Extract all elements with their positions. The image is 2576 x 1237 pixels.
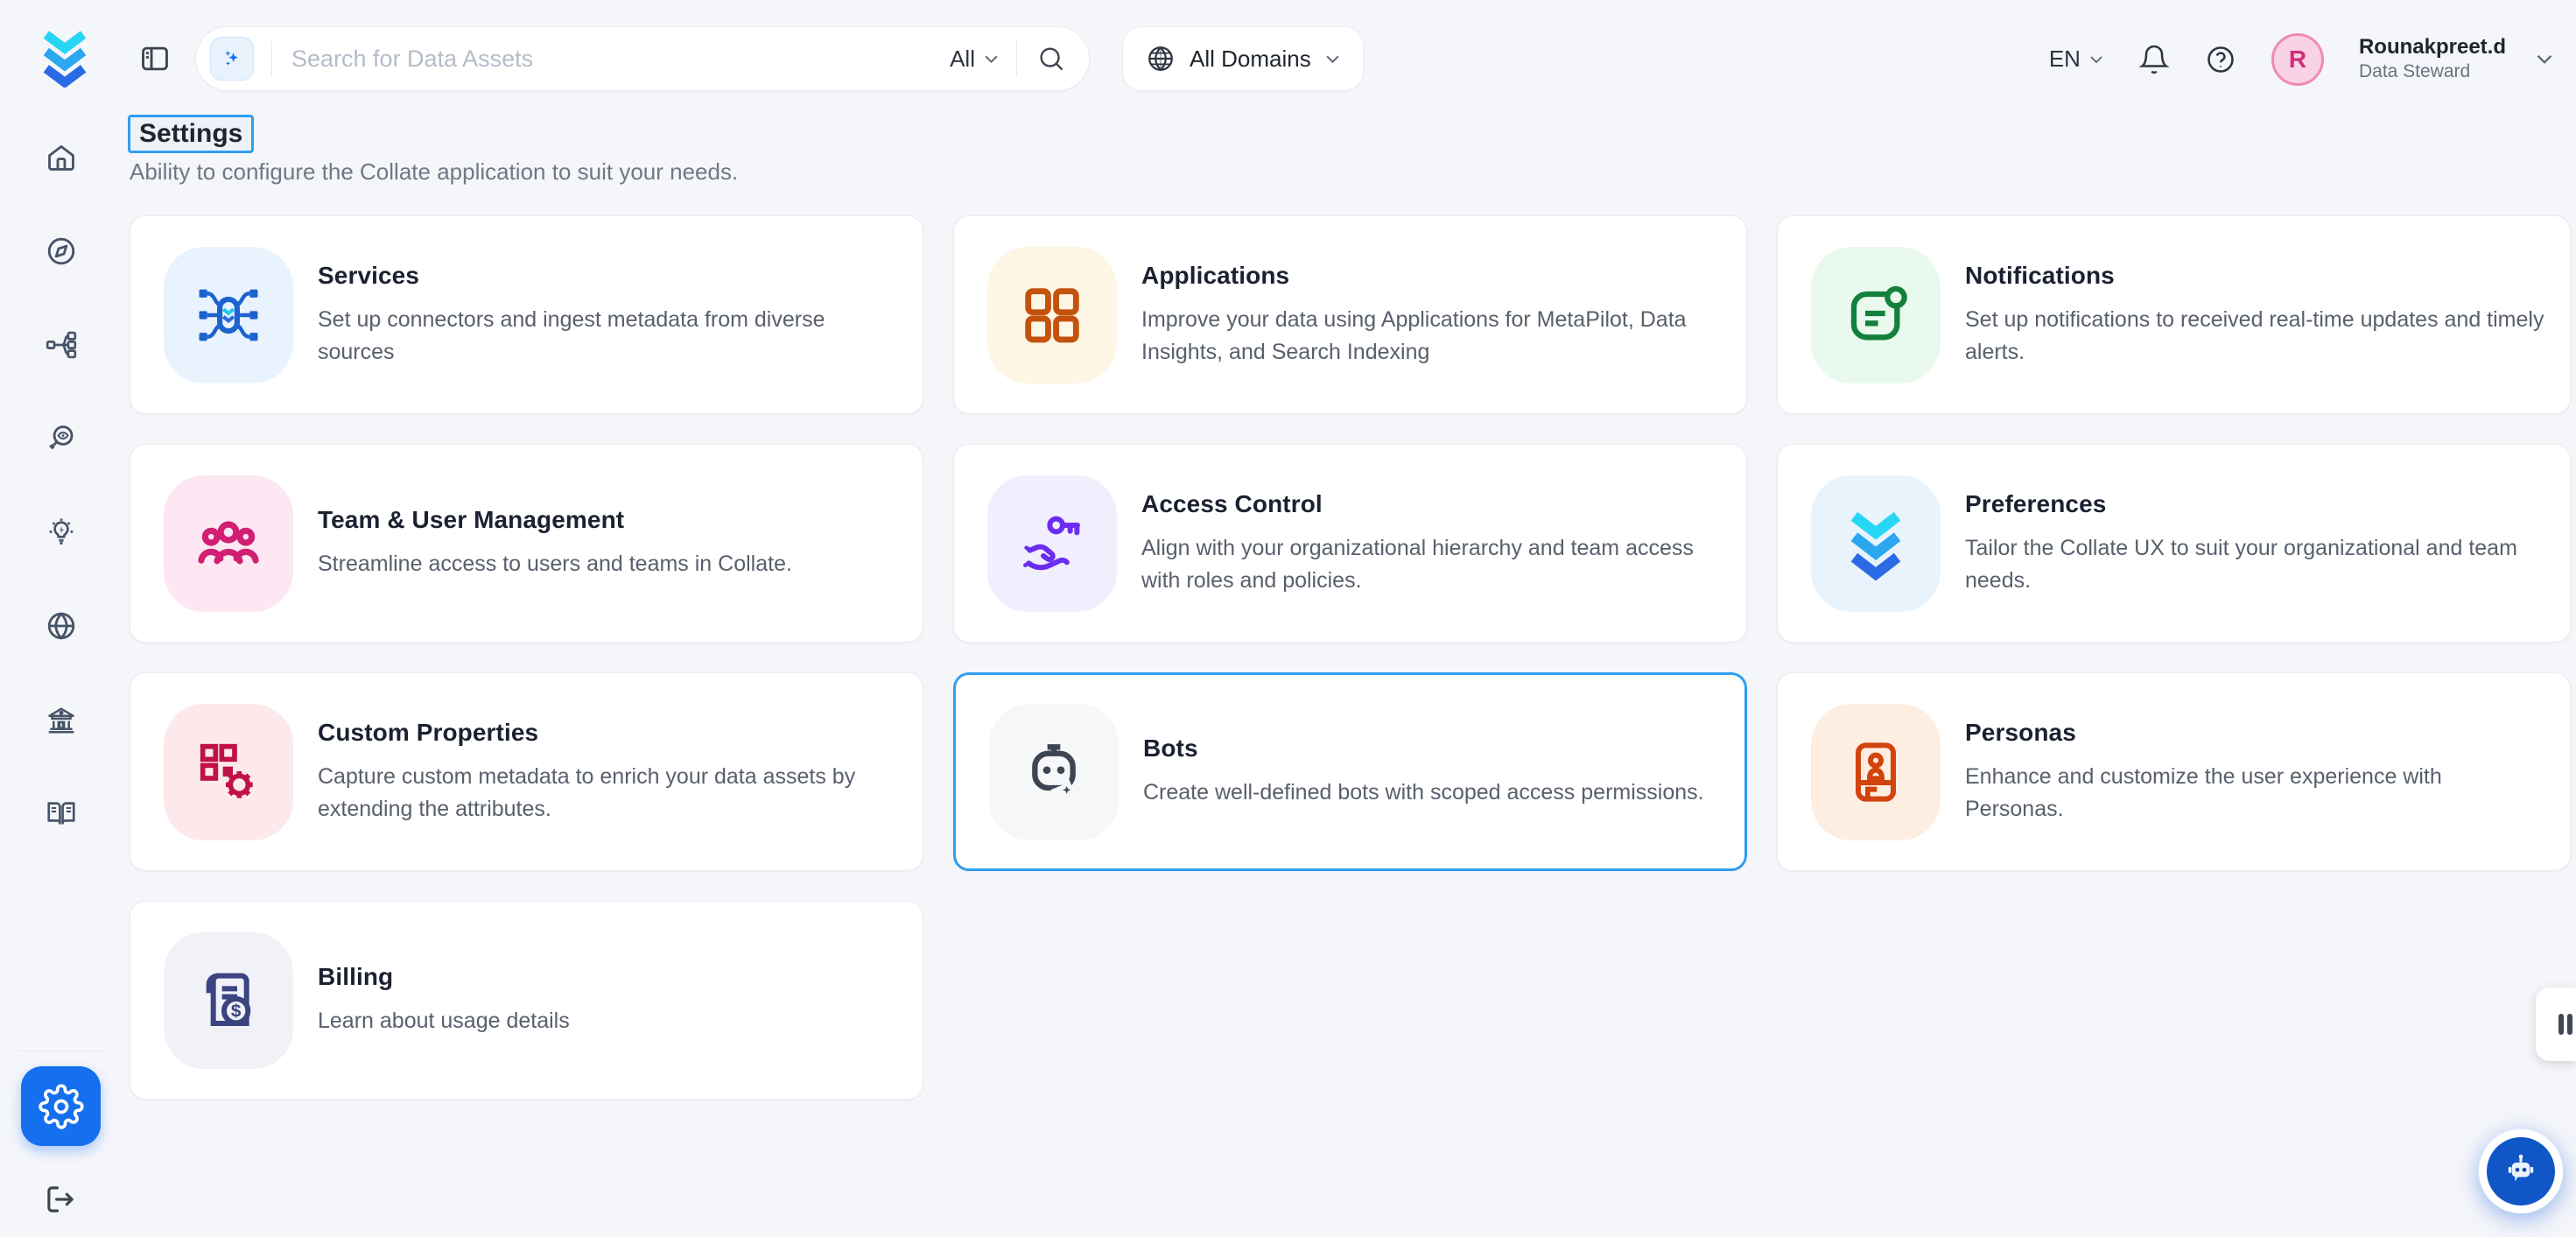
settings-card-services[interactable]: Services Set up connectors and ingest me… <box>130 215 923 414</box>
card-title: Bots <box>1143 734 1198 763</box>
chevron-down-icon <box>1326 55 1339 63</box>
card-title: Access Control <box>1141 490 1323 518</box>
user-menu-chevron-icon[interactable] <box>2536 53 2553 65</box>
settings-card-applications[interactable]: Applications Improve your data using App… <box>953 215 1747 414</box>
card-description: Capture custom metadata to enrich your d… <box>318 764 856 821</box>
language-dropdown[interactable]: EN <box>2049 46 2103 73</box>
globe-icon <box>1148 46 1173 72</box>
team-users-icon <box>164 474 293 612</box>
sidebar-item-govern[interactable] <box>45 703 78 736</box>
left-sidebar <box>0 118 123 1237</box>
logout-icon <box>47 1186 74 1212</box>
card-description: Learn about usage details <box>318 1009 570 1034</box>
logout-button[interactable] <box>42 1181 79 1218</box>
sidebar-item-observability[interactable] <box>45 422 78 455</box>
domains-globe-icon <box>47 612 75 640</box>
sidebar-item-platform[interactable] <box>45 328 78 362</box>
explore-compass-icon <box>47 237 75 265</box>
card-description: Set up notifications to received real-ti… <box>1965 307 2544 364</box>
settings-card-access-control[interactable]: Access Control Align with your organizat… <box>953 444 1747 643</box>
search-input[interactable] <box>290 44 951 74</box>
sidebar-item-settings[interactable] <box>21 1066 101 1146</box>
app-header: All All Domains EN <box>0 0 2576 118</box>
page-title: Settings <box>139 119 243 148</box>
persona-id-card-icon <box>1811 703 1941 840</box>
page-title-focus-box: Settings <box>128 115 255 153</box>
platform-flow-icon <box>46 331 77 359</box>
card-description: Create well-defined bots with scoped acc… <box>1143 780 1704 805</box>
services-hub-icon <box>164 246 293 383</box>
card-description: Enhance and customize the user experienc… <box>1965 764 2442 821</box>
chevron-down-icon <box>2090 55 2102 63</box>
settings-card-preferences[interactable]: Preferences Tailor the Collate UX to sui… <box>1777 444 2571 643</box>
user-name: Rounakpreet.d <box>2358 35 2506 60</box>
home-icon <box>48 144 74 171</box>
help-icon[interactable] <box>2205 44 2236 75</box>
robot-icon <box>989 703 1119 840</box>
language-label: EN <box>2048 46 2081 72</box>
chat-bot-icon <box>2487 1137 2555 1205</box>
card-description: Tailor the Collate UX to suit your organ… <box>1965 536 2517 593</box>
settings-card-bots[interactable]: Bots Create well-defined bots with scope… <box>953 672 1747 871</box>
user-menu[interactable]: Rounakpreet.d Data Steward <box>2359 34 2506 83</box>
search-scope-label: All <box>950 45 975 72</box>
sidebar-item-glossary[interactable] <box>45 797 78 830</box>
global-search-bar[interactable]: All <box>195 26 1090 91</box>
sidebar-toggle-icon[interactable] <box>138 42 172 75</box>
user-avatar[interactable]: R <box>2271 32 2324 86</box>
access-key-hand-icon <box>987 474 1117 612</box>
govern-bank-icon <box>48 707 74 734</box>
edge-widget-handle[interactable] <box>2536 987 2576 1061</box>
card-title: Custom Properties <box>318 719 539 747</box>
divider <box>1016 41 1017 76</box>
settings-card-custom-properties[interactable]: Custom Properties Capture custom metadat… <box>130 672 923 871</box>
sidebar-item-explore[interactable] <box>45 235 78 268</box>
settings-card-team-user-management[interactable]: Team & User Management Streamline access… <box>130 444 923 643</box>
notifications-note-icon <box>1811 246 1941 383</box>
card-title: Notifications <box>1965 262 2115 290</box>
sidebar-item-domains[interactable] <box>45 609 78 643</box>
observability-icon <box>49 425 74 450</box>
gear-icon <box>38 1083 84 1129</box>
card-title: Applications <box>1141 262 1290 290</box>
collate-logo-icon <box>1811 474 1941 612</box>
settings-card-notifications[interactable]: Notifications Set up notifications to re… <box>1777 215 2571 414</box>
domains-label: All Domains <box>1190 45 1311 72</box>
chevron-down-icon <box>985 55 998 63</box>
insights-bulb-icon <box>49 518 74 545</box>
svg-text:$: $ <box>231 1001 242 1021</box>
custom-properties-gear-icon <box>164 703 293 840</box>
domains-dropdown[interactable]: All Domains <box>1122 26 1364 91</box>
card-title: Services <box>318 262 420 290</box>
collate-logo-icon[interactable] <box>39 28 91 88</box>
settings-card-personas[interactable]: Personas Enhance and customize the user … <box>1777 672 2571 871</box>
sidebar-item-insights[interactable] <box>45 516 78 549</box>
divider <box>271 41 272 76</box>
card-description: Set up connectors and ingest metadata fr… <box>318 307 825 364</box>
card-description: Improve your data using Applications for… <box>1141 307 1687 364</box>
card-description: Streamline access to users and teams in … <box>318 552 792 577</box>
settings-cards-grid: Services Set up connectors and ingest me… <box>130 215 2571 1100</box>
search-icon[interactable] <box>1036 44 1066 74</box>
notifications-bell-icon[interactable] <box>2138 44 2170 75</box>
settings-card-billing[interactable]: $ Billing Learn about usage details <box>130 901 923 1100</box>
glossary-book-icon <box>47 802 75 825</box>
edge-widget-icon <box>2558 1014 2572 1035</box>
search-scope-dropdown[interactable]: All <box>950 46 999 73</box>
card-title: Preferences <box>1965 490 2107 518</box>
sidebar-item-home[interactable] <box>45 141 78 174</box>
card-description: Align with your organizational hierarchy… <box>1141 536 1694 593</box>
avatar-initial: R <box>2288 45 2307 73</box>
applications-grid-icon <box>987 246 1117 383</box>
card-title: Team & User Management <box>318 506 625 534</box>
page-subtitle: Ability to configure the Collate applica… <box>130 158 739 185</box>
user-role: Data Steward <box>2358 61 2471 82</box>
ai-sparkle-icon[interactable] <box>210 37 254 81</box>
card-title: Billing <box>318 963 394 991</box>
card-title: Personas <box>1965 719 2076 747</box>
billing-receipt-icon: $ <box>164 931 293 1069</box>
chat-assistant-button[interactable] <box>2479 1129 2563 1213</box>
